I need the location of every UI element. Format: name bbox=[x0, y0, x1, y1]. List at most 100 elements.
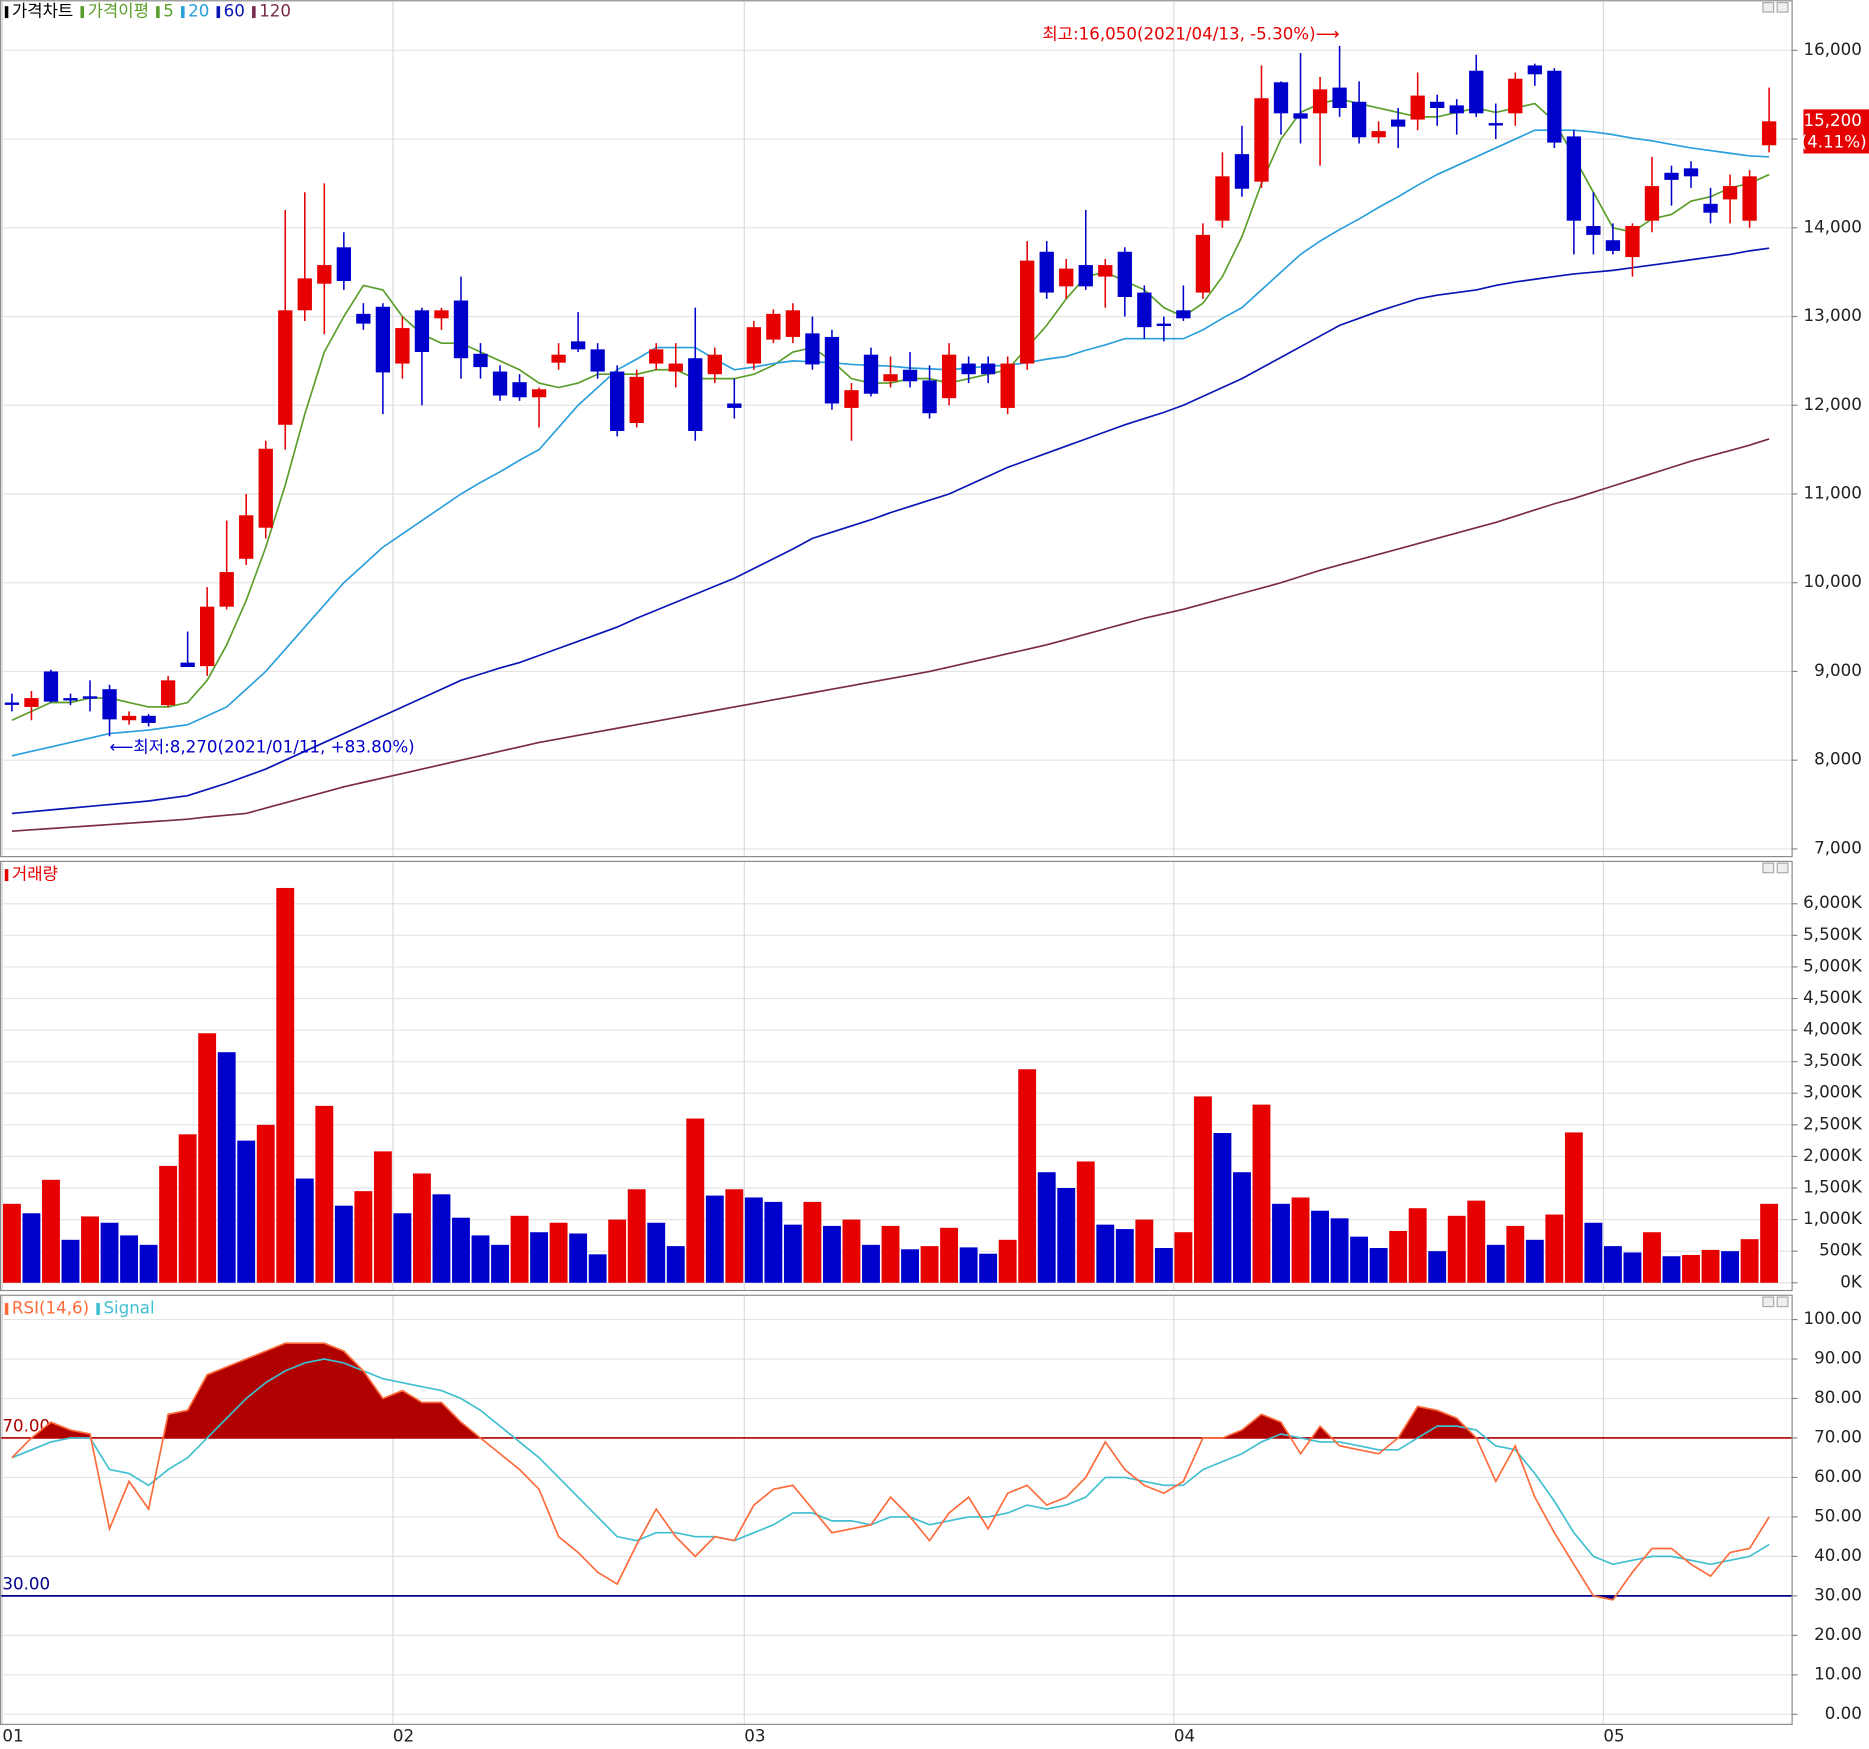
rsi-line bbox=[11, 1358, 1770, 1566]
rsi-fill bbox=[11, 1343, 1770, 1438]
candle-body bbox=[1312, 89, 1328, 114]
volume-bar bbox=[276, 887, 295, 1283]
volume-bar bbox=[412, 1173, 431, 1283]
volume-bar bbox=[491, 1244, 509, 1283]
volume-bar bbox=[1428, 1251, 1447, 1283]
volume-bar bbox=[1311, 1210, 1329, 1283]
candle-body bbox=[1410, 95, 1425, 120]
legend-marker bbox=[4, 1303, 9, 1315]
candle-body bbox=[1664, 172, 1679, 180]
volume-bar bbox=[334, 1205, 353, 1283]
candle-body bbox=[492, 371, 508, 396]
candle-body bbox=[1078, 265, 1093, 287]
volume-bar bbox=[1603, 1246, 1622, 1283]
volume-bar bbox=[373, 1151, 392, 1283]
candle-body bbox=[278, 310, 293, 425]
volume-bar bbox=[1076, 1161, 1095, 1283]
y-tick-label: 1,500K bbox=[1803, 1178, 1863, 1197]
volume-bar bbox=[1135, 1219, 1154, 1283]
volume-bar bbox=[569, 1233, 588, 1283]
volume-bar bbox=[803, 1201, 822, 1283]
volume-bar bbox=[627, 1189, 646, 1283]
volume-bar bbox=[1037, 1172, 1056, 1283]
candle-body bbox=[805, 333, 820, 365]
y-tick-label: 30.00 bbox=[1814, 1585, 1862, 1604]
y-tick-label: 2,500K bbox=[1803, 1114, 1863, 1133]
volume-bar bbox=[842, 1219, 861, 1283]
volume-bar bbox=[1506, 1225, 1525, 1283]
x-tick-label: 05 bbox=[1603, 1726, 1624, 1745]
volume-bar bbox=[432, 1194, 451, 1283]
y-tick-label: 0.00 bbox=[1825, 1704, 1862, 1723]
y-tick-label: 2,000K bbox=[1803, 1146, 1863, 1165]
candle-body bbox=[649, 349, 664, 364]
candle-body bbox=[610, 371, 625, 431]
y-tick-label: 6,000K bbox=[1803, 893, 1863, 912]
volume-bar bbox=[881, 1225, 900, 1283]
candle-body bbox=[707, 354, 722, 375]
volume-bar bbox=[1545, 1214, 1564, 1283]
candle-body bbox=[922, 380, 937, 414]
volume-bar bbox=[1096, 1224, 1115, 1283]
candle-body bbox=[688, 358, 703, 431]
legend-marker bbox=[156, 6, 160, 19]
candle-body bbox=[1293, 113, 1308, 119]
y-tick-label: 5,000K bbox=[1803, 956, 1863, 975]
legend-marker bbox=[4, 6, 9, 19]
level-label: 70.00 bbox=[2, 1417, 50, 1436]
y-tick-label: 5,500K bbox=[1803, 925, 1863, 944]
y-tick-label: 40.00 bbox=[1814, 1546, 1862, 1565]
y-tick-label: 100.00 bbox=[1804, 1309, 1862, 1328]
candle-body bbox=[1761, 121, 1777, 146]
legend-marker bbox=[252, 6, 256, 19]
candle-body bbox=[82, 696, 98, 699]
y-tick-label: 13,000 bbox=[1804, 306, 1862, 325]
candle-body bbox=[414, 310, 430, 353]
volume-bar bbox=[1057, 1188, 1076, 1283]
volume-bar bbox=[237, 1140, 256, 1283]
volume-bar bbox=[1252, 1104, 1271, 1283]
rsi-line bbox=[11, 1342, 1770, 1601]
candle-body bbox=[590, 349, 605, 372]
y-tick-label: 70.00 bbox=[1814, 1427, 1862, 1446]
legend-marker bbox=[216, 6, 221, 19]
volume-bar bbox=[647, 1222, 666, 1283]
candle-body bbox=[375, 306, 391, 373]
y-tick-label: 11,000 bbox=[1804, 483, 1862, 502]
volume-bar bbox=[217, 1052, 236, 1283]
volume-bar bbox=[901, 1249, 919, 1283]
candle-body bbox=[4, 702, 20, 705]
candle-body bbox=[395, 328, 410, 364]
legend-label: RSI(14,6) bbox=[12, 1298, 89, 1317]
candle-body bbox=[883, 374, 898, 382]
volume-bar bbox=[940, 1227, 959, 1283]
volume-bar bbox=[1272, 1203, 1290, 1283]
volume-bar bbox=[159, 1165, 178, 1283]
window-button bbox=[1762, 1296, 1775, 1308]
candle-body bbox=[531, 389, 547, 398]
candle-body bbox=[1351, 101, 1367, 138]
volume-bar bbox=[452, 1217, 470, 1283]
last-price-label: 15,200 bbox=[1804, 111, 1862, 130]
window-button bbox=[1776, 1296, 1789, 1308]
volume-bar bbox=[744, 1197, 763, 1283]
volume-bar bbox=[139, 1244, 158, 1283]
legend-label: 120 bbox=[259, 2, 291, 21]
candle-body bbox=[1234, 154, 1250, 189]
y-tick-label: 80.00 bbox=[1814, 1388, 1862, 1407]
volume-bar bbox=[549, 1222, 568, 1283]
volume-bar bbox=[81, 1216, 99, 1283]
x-tick-label: 04 bbox=[1174, 1726, 1195, 1745]
last-price-box bbox=[1803, 109, 1869, 154]
y-tick-label: 1,000K bbox=[1803, 1209, 1863, 1228]
volume-bar bbox=[1525, 1239, 1544, 1283]
candle-body bbox=[239, 515, 254, 559]
volume-bar bbox=[959, 1247, 978, 1283]
volume-bar bbox=[315, 1105, 334, 1283]
volume-bar bbox=[295, 1178, 314, 1283]
last-change-label: (4.11%) bbox=[1801, 132, 1867, 151]
legend-label: 60 bbox=[224, 2, 245, 21]
y-tick-label: 90.00 bbox=[1814, 1349, 1862, 1368]
candle-body bbox=[1117, 251, 1132, 298]
candle-body bbox=[258, 448, 273, 528]
